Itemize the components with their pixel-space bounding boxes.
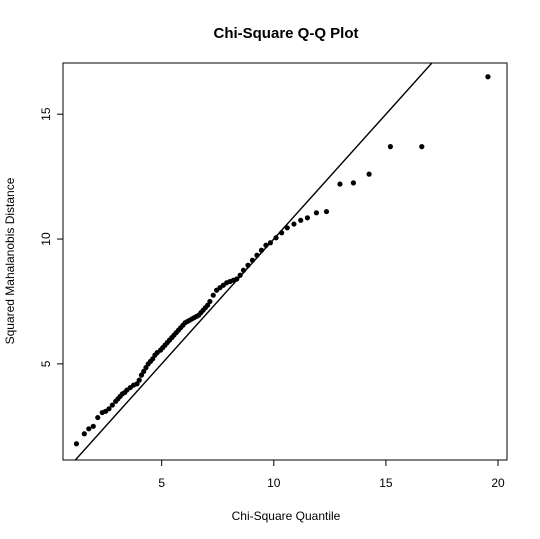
- x-axis: 5 10 15 20: [158, 460, 505, 490]
- data-point: [134, 381, 140, 387]
- plot-frame: [62, 62, 508, 461]
- data-point: [249, 257, 256, 263]
- y-tick-label: 5: [39, 360, 53, 367]
- data-point: [109, 402, 115, 408]
- data-point: [210, 292, 216, 298]
- data-point: [350, 180, 356, 186]
- data-point: [136, 377, 142, 383]
- reference-line: [74, 63, 433, 460]
- data-point: [323, 208, 330, 215]
- y-axis: 5 10 15: [39, 107, 63, 367]
- data-point: [73, 441, 80, 447]
- x-tick-label: 5: [158, 476, 165, 490]
- data-point: [254, 252, 260, 258]
- data-point: [337, 181, 343, 187]
- data-point: [387, 144, 393, 150]
- data-point: [304, 215, 311, 221]
- y-tick-label: 10: [39, 232, 53, 246]
- data-point: [205, 302, 211, 308]
- x-tick-label: 20: [491, 476, 505, 490]
- data-point: [240, 267, 247, 273]
- data-point: [485, 74, 491, 80]
- data-point: [298, 217, 304, 223]
- y-tick-label: 15: [39, 107, 53, 121]
- data-point: [284, 225, 290, 231]
- data-point: [95, 414, 101, 421]
- data-point: [313, 210, 319, 216]
- data-point: [143, 365, 149, 371]
- data-point: [86, 426, 92, 432]
- data-point: [245, 262, 251, 268]
- data-point: [141, 368, 147, 374]
- chart-title: Chi-Square Q-Q Plot: [213, 25, 358, 42]
- data-point: [279, 230, 285, 236]
- data-point: [419, 144, 425, 150]
- data-point: [273, 235, 279, 241]
- data-point: [267, 240, 274, 246]
- data-point: [291, 221, 297, 227]
- data-point: [81, 431, 87, 437]
- data-point: [366, 171, 372, 177]
- data-point: [138, 372, 145, 378]
- x-tick-label: 10: [267, 476, 281, 490]
- data-point: [237, 272, 243, 278]
- data-point: [90, 423, 96, 429]
- x-tick-label: 15: [379, 476, 393, 490]
- plot-area: [62, 62, 508, 461]
- data-point: [207, 298, 213, 305]
- data-point: [234, 276, 240, 282]
- data-point: [263, 242, 269, 248]
- data-point: [106, 406, 112, 412]
- data-point: [258, 247, 265, 253]
- y-axis-label: Squared Mahalanobis Distance: [3, 177, 17, 344]
- data-point: [150, 356, 156, 362]
- x-axis-label: Chi-Square Quantile: [232, 509, 341, 523]
